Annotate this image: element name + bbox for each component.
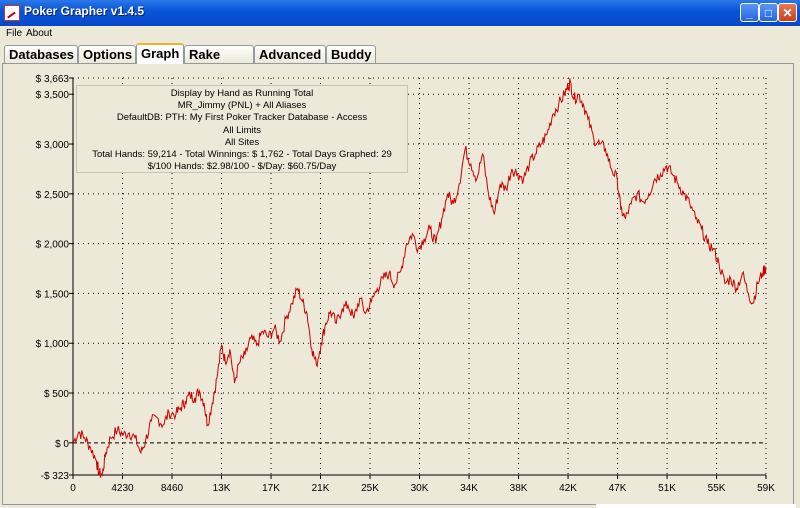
x-tick-label: 42K	[559, 483, 577, 494]
x-tick-label: 30K	[411, 483, 429, 494]
info-limits: All Limits	[222, 124, 261, 136]
x-tick-label: 38K	[510, 483, 528, 494]
tab-options[interactable]: Options	[78, 45, 136, 63]
x-tick-label: 8460	[161, 483, 184, 494]
y-tick-label: $ 500	[44, 389, 69, 400]
info-totals: Total Hands: 59,214 - Total Winnings: $ …	[92, 149, 392, 161]
tab-buddy[interactable]: Buddy	[326, 45, 376, 63]
y-tick-label: $ 2,000	[36, 240, 70, 251]
y-tick-label: $ 3,000	[36, 140, 70, 151]
close-button[interactable]: ✕	[778, 3, 797, 22]
menu-file[interactable]: File	[6, 28, 23, 39]
tab-advanced[interactable]: Advanced	[254, 45, 326, 63]
info-database: DefaultDB: PTH: My First Poker Tracker D…	[116, 112, 368, 124]
menu-bar: File About	[0, 26, 800, 42]
y-tick-label: $ 1,000	[36, 339, 70, 350]
x-tick-label: 4230	[111, 483, 134, 494]
minimize-button[interactable]: _	[740, 3, 759, 22]
window-title: Poker Grapher v1.4.5	[24, 4, 145, 18]
y-tick-label: $ 1,500	[36, 289, 70, 300]
app-chart-icon	[4, 5, 20, 21]
x-tick-label: 25K	[361, 483, 379, 494]
x-tick-label: 59K	[757, 483, 775, 494]
tab-graph[interactable]: Graph	[136, 43, 184, 64]
maximize-button[interactable]: □	[759, 3, 778, 22]
x-tick-label: 34K	[460, 483, 478, 494]
x-tick-label: 21K	[312, 483, 330, 494]
x-tick-label: 0	[70, 483, 76, 494]
x-tick-label: 17K	[262, 483, 280, 494]
tab-databases[interactable]: Databases	[4, 45, 78, 63]
info-display-mode: Display by Hand as Running Total	[170, 88, 314, 99]
menu-about[interactable]: About	[26, 28, 53, 39]
y-tick-label: $ 0	[55, 439, 69, 450]
x-tick-label: 55K	[708, 483, 726, 494]
y-tick-label: $ 3,500	[36, 90, 70, 101]
running-total-line	[72, 78, 767, 478]
info-player: MR_Jimmy (PNL) + All Aliases	[177, 100, 307, 112]
info-rates: $/100 Hands: $2.98/100 - $/Day: $60.75/D…	[147, 161, 337, 173]
x-tick-label: 13K	[213, 483, 231, 494]
status-strip	[596, 504, 796, 508]
y-tick-label: -$ 323	[41, 471, 70, 482]
info-sites: All Sites	[224, 136, 260, 148]
graph-info-box: Display by Hand as Running Total MR_Jimm…	[76, 85, 408, 173]
x-tick-label: 47K	[609, 483, 627, 494]
x-tick-label: 51K	[658, 483, 676, 494]
y-tick-label: $ 3,663	[36, 74, 70, 85]
y-tick-label: $ 2,500	[36, 190, 70, 201]
